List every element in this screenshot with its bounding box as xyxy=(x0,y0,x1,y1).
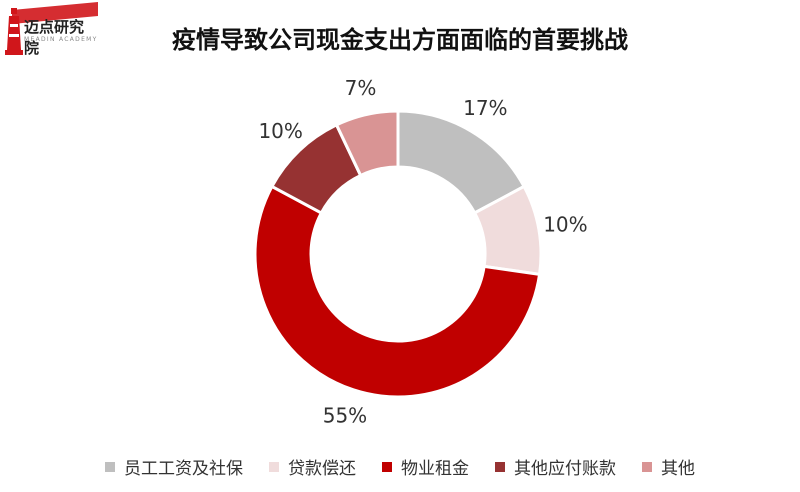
legend-label: 员工工资及社保 xyxy=(124,459,243,479)
legend-label: 其他应付账款 xyxy=(514,459,616,479)
chart-legend: 员工工资及社保 贷款偿还 物业租金 其他应付账款 其他 xyxy=(0,454,800,479)
legend-swatch xyxy=(105,461,115,472)
legend-swatch xyxy=(269,461,279,472)
legend-label: 贷款偿还 xyxy=(288,459,356,479)
chart-title: 疫情导致公司现金支出方面面临的首要挑战 xyxy=(172,26,628,54)
legend-label: 物业租金 xyxy=(401,459,469,479)
data-label: 55% xyxy=(323,404,367,428)
donut-chart: 17% 10% 55% 10% 7% xyxy=(253,76,588,428)
logo-text: 迈点研究院 xyxy=(24,18,85,57)
data-label: 17% xyxy=(463,96,507,120)
legend-item: 其他 xyxy=(642,454,695,479)
logo-banner xyxy=(12,2,98,24)
data-label: 7% xyxy=(345,76,377,100)
legend-swatch xyxy=(382,461,392,472)
legend-item: 物业租金 xyxy=(382,454,469,479)
legend-swatch xyxy=(495,461,505,472)
donut-slice xyxy=(334,109,400,178)
data-label: 10% xyxy=(258,119,302,143)
legend-swatch xyxy=(642,461,652,472)
legend-label: 其他 xyxy=(661,459,695,479)
legend-item: 其他应付账款 xyxy=(495,454,616,479)
data-label: 10% xyxy=(543,212,587,236)
legend-item: 员工工资及社保 xyxy=(105,454,243,479)
legend-item: 贷款偿还 xyxy=(269,454,356,479)
logo: 迈点研究院 MEADIN ACADEMY xyxy=(2,2,98,58)
logo-subtext: MEADIN ACADEMY xyxy=(24,36,98,43)
donut-slice xyxy=(253,184,542,399)
